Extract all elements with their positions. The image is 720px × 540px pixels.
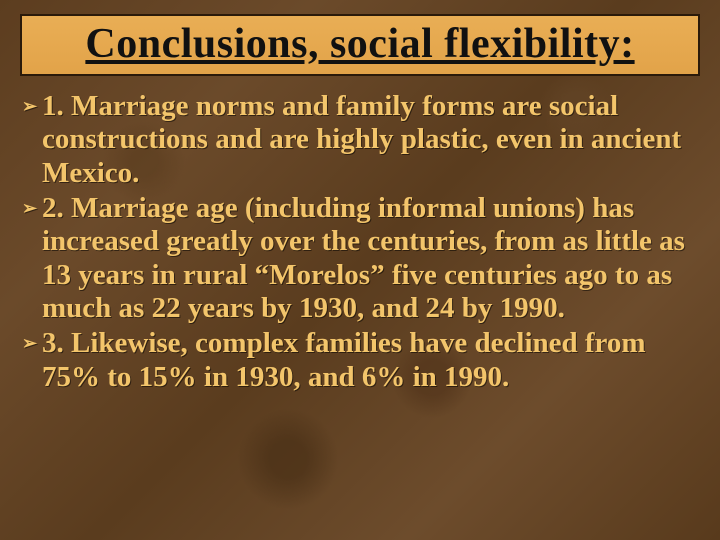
item-text: 1. Marriage norms and family forms are s… <box>42 90 698 190</box>
item-body: Likewise, complex families have declined… <box>42 327 646 392</box>
content-area: ➢ 1. Marriage norms and family forms are… <box>0 86 720 394</box>
item-num: 3. <box>42 327 64 359</box>
list-item: ➢ 2. Marriage age (including informal un… <box>22 192 698 325</box>
list-item: ➢ 3. Likewise, complex families have dec… <box>22 327 698 394</box>
item-text: 3. Likewise, complex families have decli… <box>42 327 698 394</box>
chevron-icon: ➢ <box>22 192 42 219</box>
list-item: ➢ 1. Marriage norms and family forms are… <box>22 90 698 190</box>
item-text: 2. Marriage age (including informal unio… <box>42 192 698 325</box>
item-body: Marriage norms and family forms are soci… <box>42 90 681 189</box>
chevron-icon: ➢ <box>22 327 42 354</box>
item-body: Marriage age (including informal unions)… <box>42 192 685 324</box>
title-text: Conclusions, social flexibility: <box>85 21 634 67</box>
title-box: Conclusions, social flexibility: <box>20 14 700 76</box>
item-num: 1. <box>42 90 64 122</box>
chevron-icon: ➢ <box>22 90 42 117</box>
item-num: 2. <box>42 192 64 224</box>
